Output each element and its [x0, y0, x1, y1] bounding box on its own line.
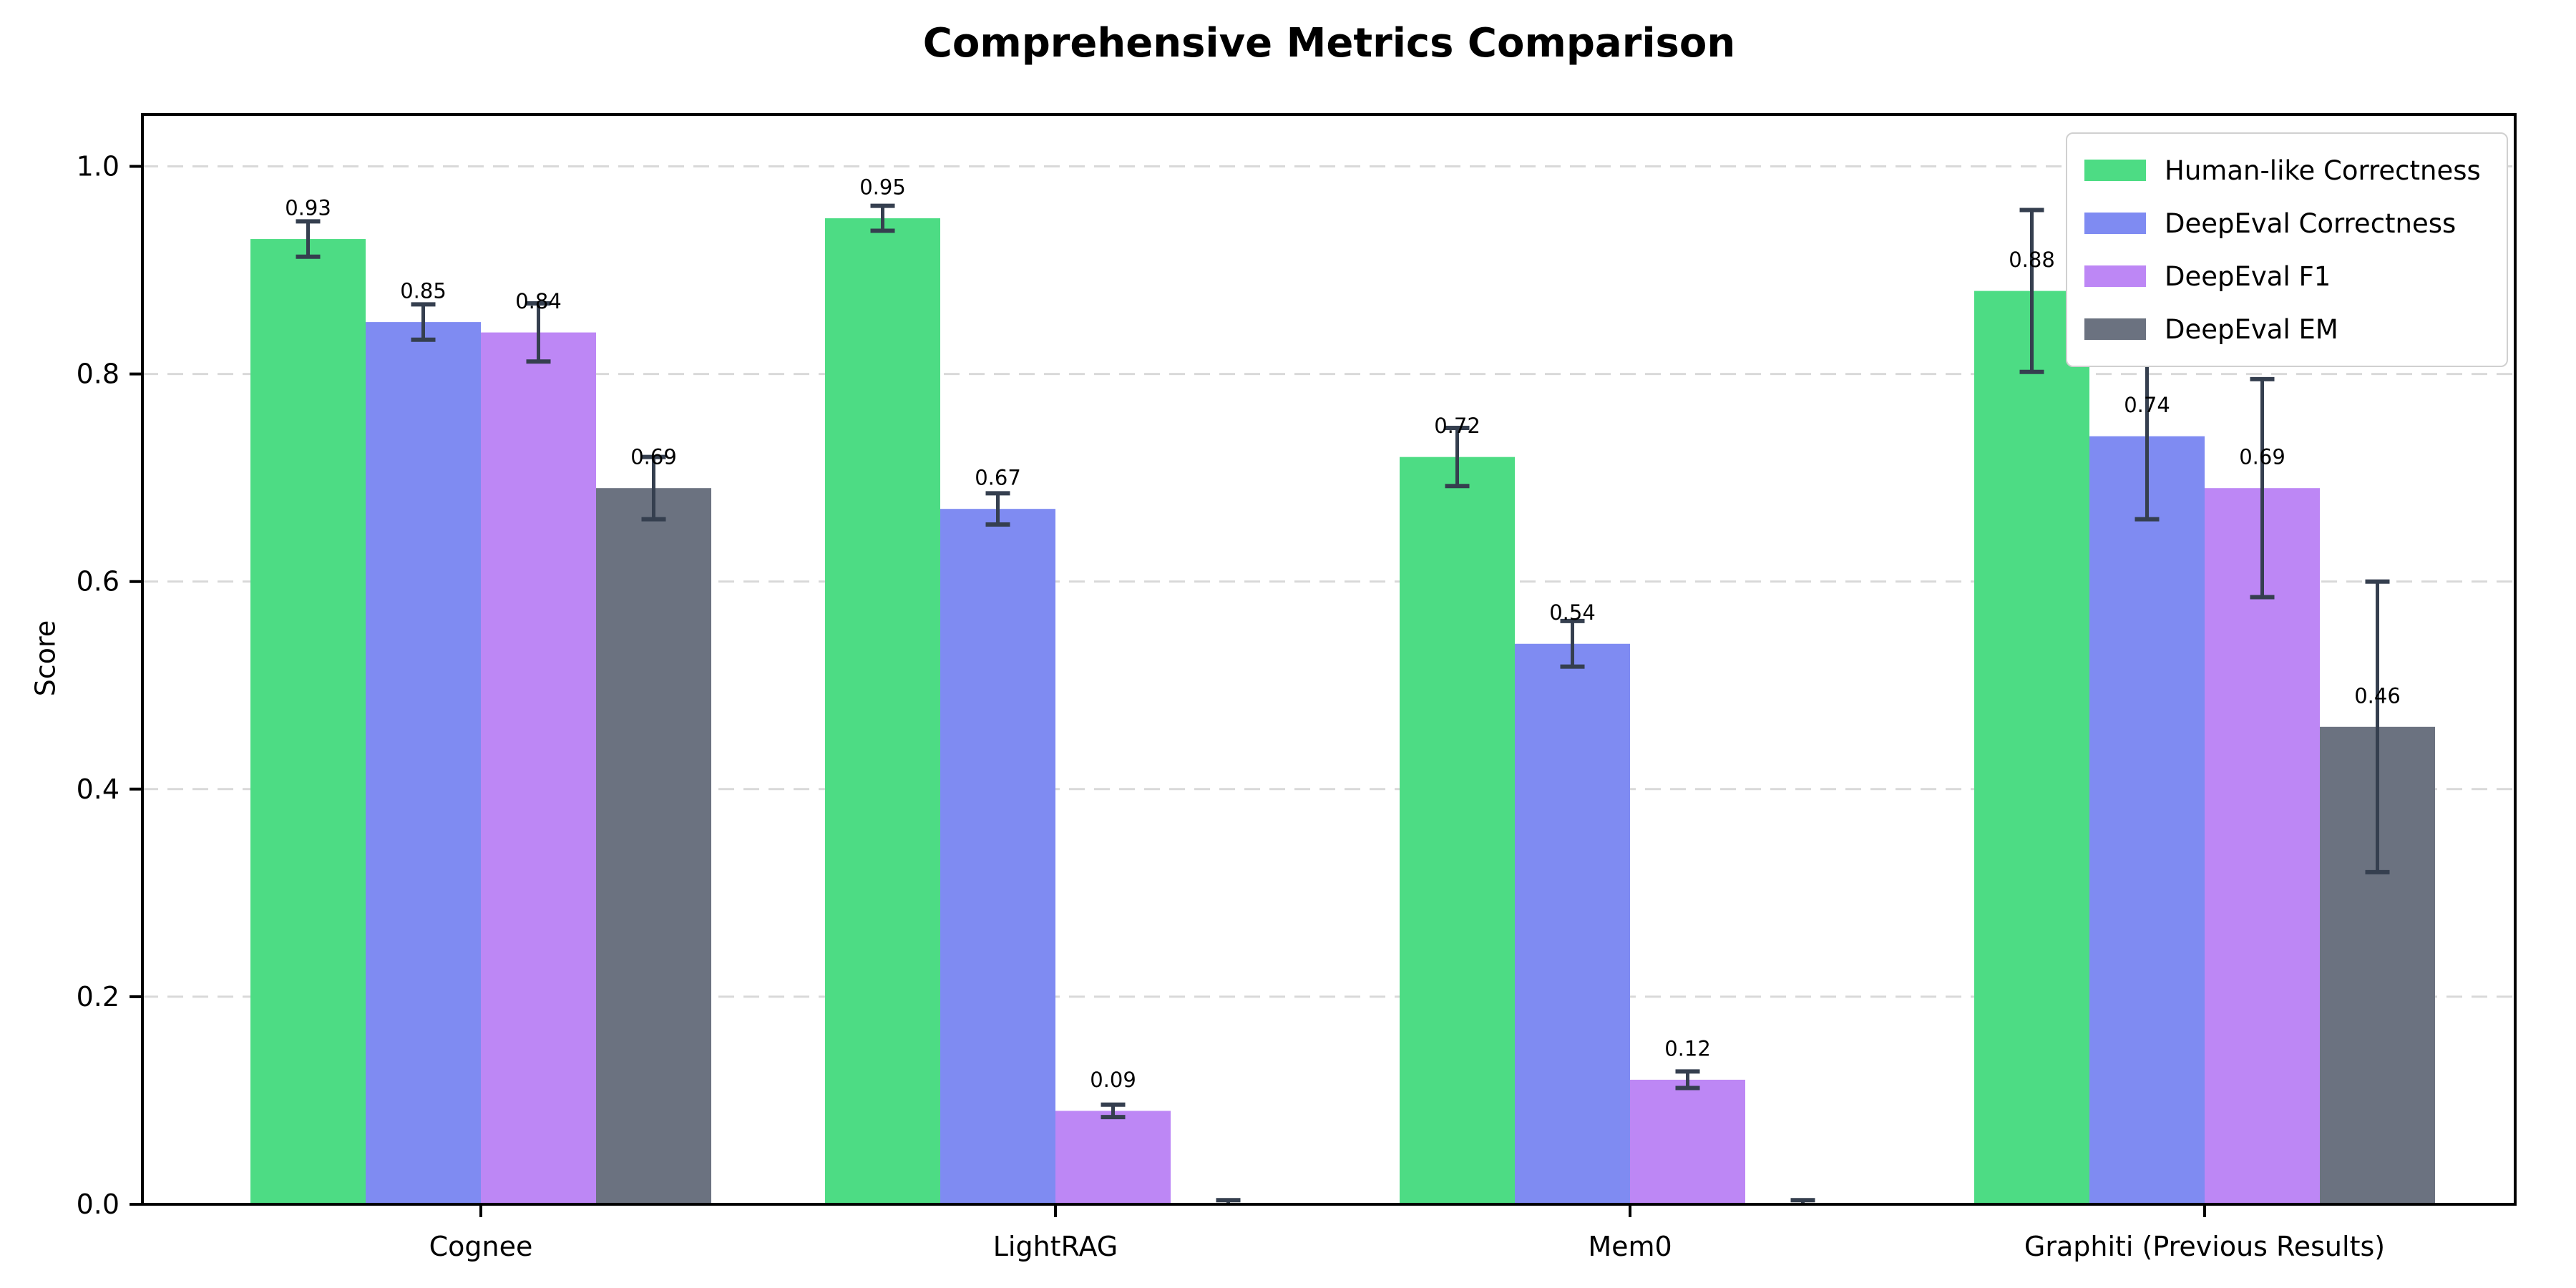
plot-area: [250, 203, 2435, 1204]
legend-item: DeepEval F1: [2084, 253, 2489, 300]
legend-item: Human-like Correctness: [2084, 147, 2489, 194]
x-tick-label: Mem0: [1588, 1231, 1672, 1262]
bar-deepeval-correctness: [366, 322, 481, 1204]
x-tick-label: Cognee: [429, 1231, 533, 1262]
y-axis-label: Score: [29, 620, 62, 697]
y-tick-label: 0.4: [77, 774, 119, 805]
bar-human-like-correctness: [825, 218, 940, 1204]
chart-title: Comprehensive Metrics Comparison: [922, 20, 1736, 67]
bar-value-label: 0.67: [975, 466, 1021, 490]
bar-human-like-correctness: [1974, 291, 2089, 1204]
bar-value-label: 0.88: [2009, 248, 2055, 272]
bar-value-label: 0.85: [400, 279, 447, 303]
axes-frame: [141, 113, 2517, 1206]
legend-swatch-purple: [2084, 265, 2146, 287]
y-tick-label: 0.0: [77, 1189, 119, 1220]
y-tick-label: 0.6: [77, 566, 119, 597]
bar-deepeval-correctness: [1515, 643, 1630, 1204]
legend-swatch-gray: [2084, 318, 2146, 340]
bar-deepeval-f1: [1630, 1079, 1745, 1204]
x-tick-label: Graphiti (Previous Results): [2024, 1231, 2385, 1262]
legend-item: DeepEval Correctness: [2084, 200, 2489, 247]
bar-value-label: 0.84: [515, 289, 562, 313]
bar-value-label: 0.09: [1090, 1068, 1136, 1092]
legend-item: DeepEval EM: [2084, 306, 2489, 353]
bar-value-label: 0.54: [1549, 600, 1596, 625]
bar-value-label: 0.74: [2124, 393, 2170, 417]
bar-human-like-correctness: [1400, 457, 1515, 1204]
bar-value-label: 0.93: [285, 196, 331, 220]
bar-deepeval-correctness: [940, 509, 1055, 1204]
bar-value-label: 0.69: [630, 445, 677, 469]
bar-deepeval-f1: [481, 332, 596, 1204]
bar-value-label: 0.46: [2354, 683, 2401, 708]
bar-deepeval-f1: [1055, 1111, 1171, 1204]
legend-label: Human-like Correctness: [2165, 155, 2481, 186]
legend-label: DeepEval Correctness: [2165, 208, 2457, 239]
bar-deepeval-em: [596, 488, 711, 1204]
legend-label: DeepEval F1: [2165, 260, 2331, 292]
bar-deepeval-f1: [2205, 488, 2320, 1204]
legend-swatch-blue: [2084, 213, 2146, 234]
y-tick-label: 1.0: [77, 151, 119, 182]
y-tick-label: 0.8: [77, 358, 119, 390]
y-tick-label: 0.2: [77, 981, 119, 1013]
bar-value-label: 0.72: [1434, 414, 1480, 438]
legend-swatch-green: [2084, 160, 2146, 181]
bar-value-label: 0.95: [859, 175, 906, 200]
legend-label: DeepEval EM: [2165, 313, 2338, 345]
bar-value-label: 0.12: [1664, 1036, 1711, 1060]
bar-value-label: 0.69: [2239, 445, 2285, 469]
x-tick-label: LightRAG: [993, 1231, 1118, 1262]
bar-deepeval-correctness: [2089, 436, 2205, 1204]
bar-human-like-correctness: [250, 239, 366, 1204]
legend: Human-like Correctness DeepEval Correctn…: [2066, 132, 2508, 367]
